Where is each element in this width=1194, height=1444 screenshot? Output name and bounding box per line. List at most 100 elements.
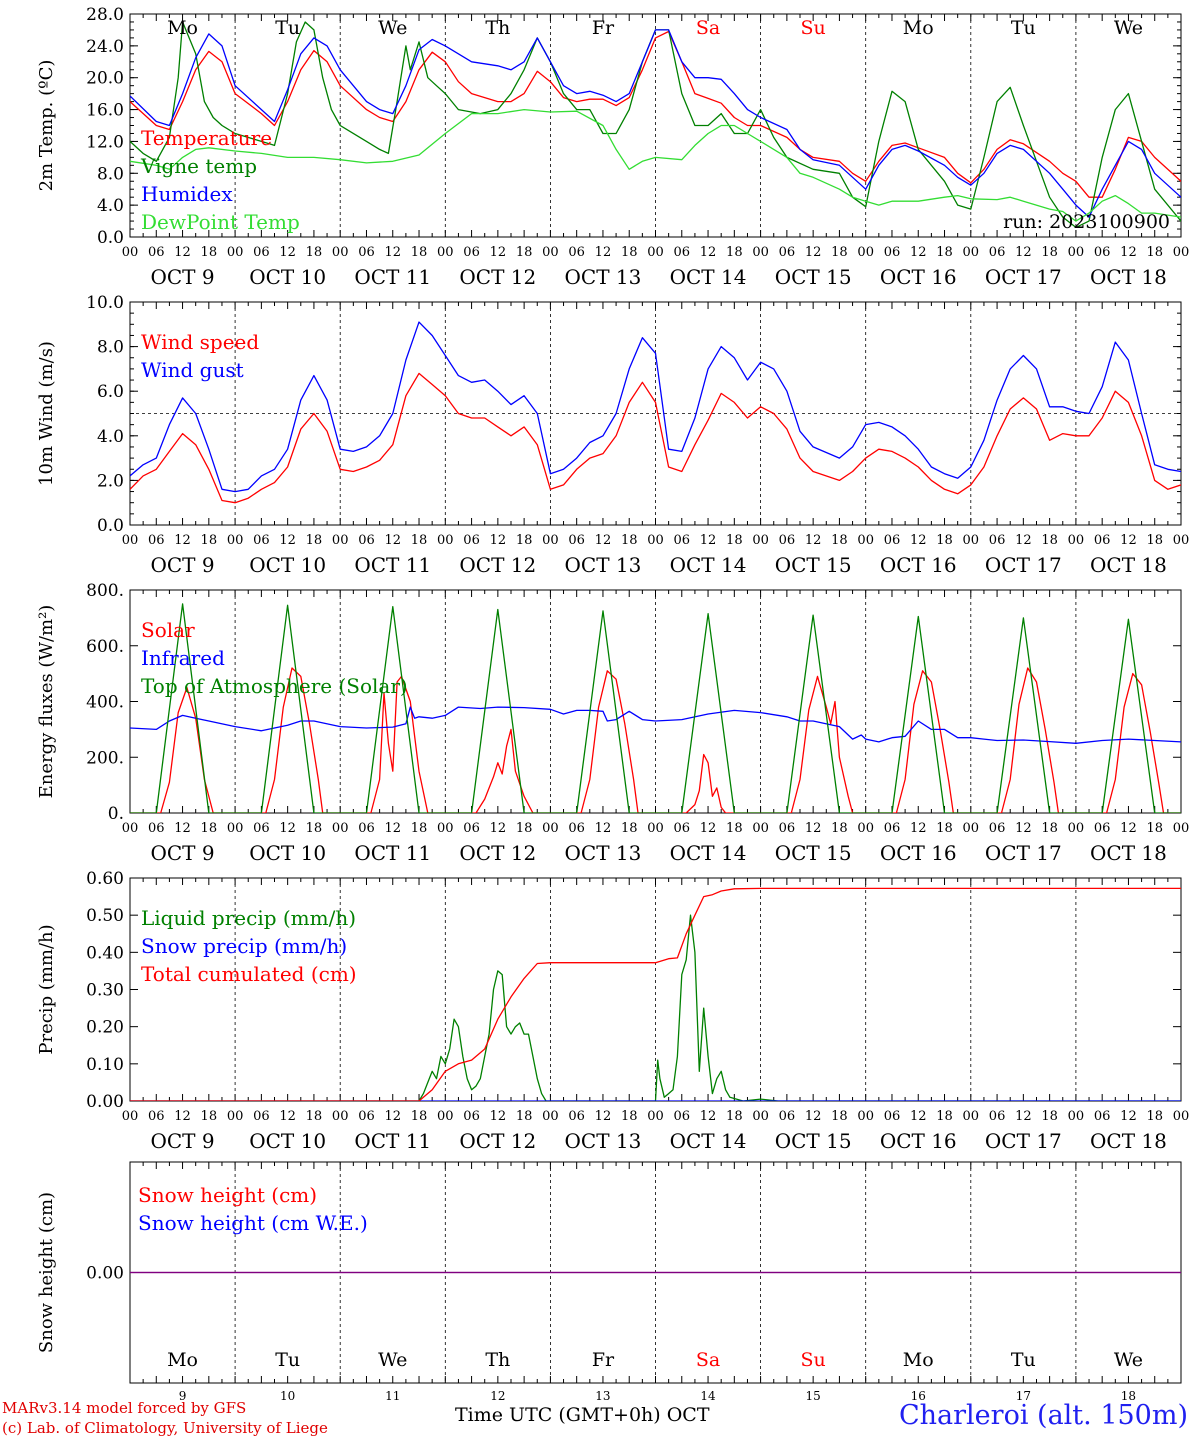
energy-hour-label: 06: [884, 821, 901, 836]
temperature-ytick-label: 20.0: [86, 69, 124, 89]
precip-date-label: OCT 15: [775, 1129, 852, 1153]
temperature-hour-label: 18: [936, 245, 953, 260]
precip-hour-label: 12: [700, 1109, 717, 1124]
wind-hour-label: 00: [542, 533, 559, 548]
snow-weekday-label: Tu: [275, 1349, 300, 1371]
energy-hour-label: 12: [910, 821, 927, 836]
temperature-hour-label: 00: [332, 245, 349, 260]
energy-hour-label: 12: [384, 821, 401, 836]
snow-day-number: 11: [385, 1389, 400, 1403]
energy-ytick-label: 600.: [86, 637, 124, 657]
energy-hour-label: 12: [595, 821, 612, 836]
wind-hour-label: 06: [989, 533, 1006, 548]
energy-date-label: OCT 12: [459, 841, 536, 865]
wind-hour-label: 12: [384, 533, 401, 548]
temperature-weekday-label: Mo: [903, 17, 934, 39]
snow-legend-entry: Snow height (cm W.E.): [138, 1211, 368, 1235]
wind-hour-label: 18: [726, 533, 743, 548]
precip-hour-label: 00: [963, 1109, 980, 1124]
precip-hour-label: 18: [726, 1109, 743, 1124]
energy-date-label: OCT 16: [880, 841, 957, 865]
precip-ytick-label: 0.60: [86, 869, 124, 889]
energy-series-solar: [130, 667, 1181, 813]
precip-legend-entry: Total cumulated (cm): [141, 962, 357, 986]
energy-hour-label: 12: [1015, 821, 1032, 836]
energy-hour-label: 18: [621, 821, 638, 836]
temperature-date-label: OCT 10: [249, 265, 326, 289]
precip-hour-label: 12: [910, 1109, 927, 1124]
energy-date-label: OCT 17: [985, 841, 1062, 865]
wind-date-label: OCT 10: [249, 553, 326, 577]
temperature-hour-label: 18: [621, 245, 638, 260]
temperature-date-label: OCT 9: [150, 265, 214, 289]
precip-date-label: OCT 10: [249, 1129, 326, 1153]
wind-hour-label: 06: [358, 533, 375, 548]
wind-hour-label: 00: [857, 533, 874, 548]
energy-hour-label: 06: [463, 821, 480, 836]
energy-hour-label: 18: [1041, 821, 1058, 836]
wind-series-wind-gust: [130, 321, 1181, 493]
temperature-hour-label: 00: [122, 245, 139, 260]
wind-hour-label: 12: [595, 533, 612, 548]
wind-hour-label: 12: [805, 533, 822, 548]
temperature-hour-label: 12: [700, 245, 717, 260]
snow-weekday-label: Mo: [903, 1349, 934, 1371]
temperature-hour-label: 12: [1120, 245, 1137, 260]
temperature-hour-label: 00: [963, 245, 980, 260]
wind-legend-entry: Wind gust: [141, 358, 244, 382]
temperature-weekday-label: Sa: [696, 17, 720, 39]
temperature-weekday-label: Tu: [1011, 17, 1036, 39]
energy-ytick-label: 800.: [86, 581, 124, 601]
temperature-date-label: OCT 14: [670, 265, 747, 289]
snow-weekday-label: Sa: [696, 1349, 720, 1371]
wind-hour-label: 00: [122, 533, 139, 548]
temperature-weekday-label: Su: [801, 17, 826, 39]
temperature-hour-label: 06: [463, 245, 480, 260]
temperature-hour-label: 18: [306, 245, 323, 260]
x-axis-title: Time UTC (GMT+0h) OCT: [455, 1404, 710, 1426]
precip-legend-entry: Snow precip (mm/h): [141, 934, 347, 958]
temperature-hour-label: 12: [595, 245, 612, 260]
precip-legend-entry: Liquid precip (mm/h): [141, 906, 356, 930]
precip-hour-label: 12: [1015, 1109, 1032, 1124]
model-credit: MARv3.14 model forced by GFS: [2, 1399, 247, 1417]
wind-hour-label: 06: [674, 533, 691, 548]
energy-hour-label: 06: [674, 821, 691, 836]
temperature-hour-label: 12: [279, 245, 296, 260]
temperature-series-humidex: [130, 29, 1181, 218]
temperature-hour-label: 12: [384, 245, 401, 260]
energy-hour-label: 12: [279, 821, 296, 836]
temperature-hour-label: 18: [831, 245, 848, 260]
snow-weekday-label: Fr: [592, 1349, 615, 1371]
precip-hour-label: 00: [437, 1109, 454, 1124]
wind-hour-label: 06: [463, 533, 480, 548]
precip-hour-label: 12: [174, 1109, 191, 1124]
temperature-hour-label: 12: [174, 245, 191, 260]
temperature-weekday-label: Mo: [167, 17, 198, 39]
precip-hour-label: 06: [884, 1109, 901, 1124]
energy-hour-label: 00: [857, 821, 874, 836]
temperature-hour-label: 06: [779, 245, 796, 260]
precip-date-label: OCT 11: [354, 1129, 431, 1153]
snow-day-number: 12: [490, 1389, 505, 1403]
energy-hour-label: 06: [253, 821, 270, 836]
wind-hour-label: 18: [201, 533, 218, 548]
temperature-hour-label: 06: [884, 245, 901, 260]
temperature-hour-label: 00: [1068, 245, 1085, 260]
wind-ytick-label: 2.0: [97, 471, 124, 491]
wind-hour-label: 00: [332, 533, 349, 548]
wind-hour-label: 00: [752, 533, 769, 548]
snow-weekday-label: We: [1114, 1349, 1143, 1371]
temperature-hour-label: 12: [490, 245, 507, 260]
wind-hour-label: 18: [411, 533, 428, 548]
temperature-date-label: OCT 15: [775, 265, 852, 289]
energy-date-label: OCT 14: [670, 841, 747, 865]
wind-hour-label: 00: [647, 533, 664, 548]
temperature-hour-label: 00: [647, 245, 664, 260]
temperature-hour-label: 00: [752, 245, 769, 260]
energy-hour-label: 00: [963, 821, 980, 836]
energy-hour-label: 12: [1120, 821, 1137, 836]
wind-date-label: OCT 18: [1090, 553, 1167, 577]
wind-hour-label: 06: [148, 533, 165, 548]
precip-hour-label: 00: [857, 1109, 874, 1124]
